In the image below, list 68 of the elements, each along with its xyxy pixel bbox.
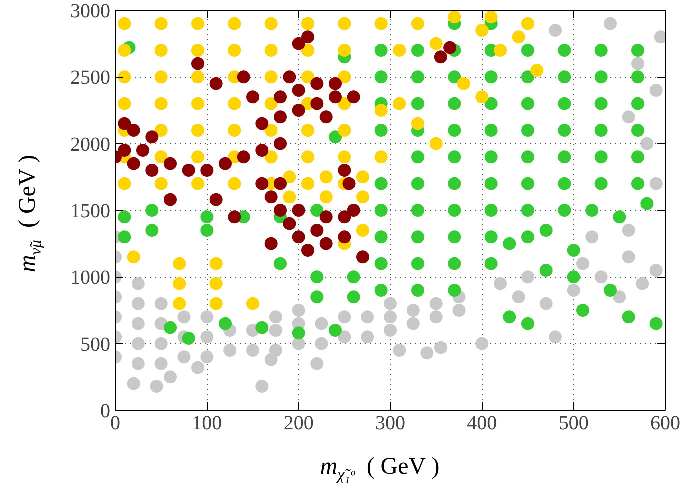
y-tick-label: 500 — [80, 334, 110, 356]
point — [320, 210, 333, 224]
point — [292, 230, 306, 244]
point — [210, 193, 223, 206]
point — [444, 41, 457, 54]
point — [264, 237, 278, 250]
y-tick-label: 1000 — [70, 267, 110, 290]
y-tick-label: 2500 — [70, 67, 110, 90]
point — [237, 70, 250, 84]
point — [434, 50, 448, 64]
point — [246, 90, 260, 104]
point — [118, 117, 132, 130]
point — [127, 124, 140, 137]
x-tick-label: 300 — [376, 412, 406, 434]
point — [228, 210, 242, 224]
point — [118, 144, 132, 157]
point — [219, 157, 232, 170]
point — [256, 144, 269, 157]
point — [356, 250, 370, 264]
point — [320, 110, 333, 124]
y-tick-label: 2000 — [70, 134, 110, 156]
point — [310, 97, 324, 110]
point — [347, 204, 360, 217]
point — [338, 230, 352, 244]
y-tick-label: 3000 — [70, 0, 110, 22]
point — [338, 210, 352, 224]
point — [283, 70, 296, 84]
point — [310, 77, 324, 90]
point — [264, 190, 278, 204]
point — [342, 177, 356, 190]
point — [292, 204, 306, 217]
point — [182, 164, 196, 177]
point — [347, 90, 360, 104]
point — [136, 144, 150, 157]
point — [292, 37, 306, 50]
point — [292, 104, 306, 117]
point — [310, 224, 324, 237]
point — [274, 90, 287, 104]
x-tick-label: 200 — [284, 412, 314, 434]
y-tick-label: 1500 — [70, 200, 110, 222]
point — [237, 150, 250, 164]
x-tick-label: 100 — [192, 412, 222, 434]
point — [256, 177, 269, 190]
point — [146, 164, 159, 177]
point — [274, 177, 287, 190]
point — [164, 157, 177, 170]
point — [274, 110, 287, 124]
point — [320, 237, 333, 250]
point — [329, 90, 342, 104]
point — [302, 30, 314, 44]
point — [292, 84, 306, 97]
point — [210, 77, 223, 90]
point — [146, 130, 159, 144]
point — [283, 217, 296, 230]
point — [256, 117, 269, 130]
x-tick-label: 600 — [650, 412, 680, 434]
point — [192, 57, 204, 70]
point — [200, 164, 214, 177]
point — [274, 204, 287, 217]
point — [302, 244, 314, 257]
point — [127, 157, 140, 170]
point — [329, 77, 342, 90]
x-tick-label: 500 — [558, 412, 589, 434]
point — [274, 137, 287, 150]
point — [338, 164, 352, 177]
point — [164, 193, 177, 206]
x-tick-label: 400 — [467, 412, 498, 434]
x-axis-title: m$_{χ̃₁ᵒ}$ ( GeV ) — [319, 453, 441, 486]
